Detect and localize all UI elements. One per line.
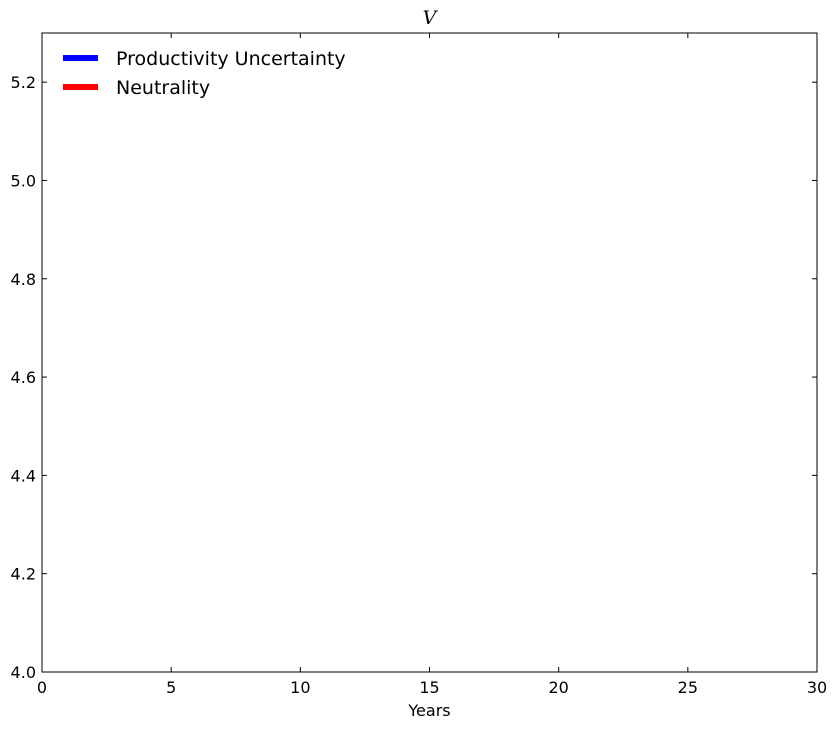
x-tick-label: 25 [678,678,698,697]
y-tick-label: 5.0 [11,171,36,190]
legend: Productivity Uncertainty Neutrality [63,48,346,99]
plot-area-frame [41,32,818,673]
y-tick-label: 4.6 [11,368,36,387]
y-tick-label: 4.4 [11,466,36,485]
x-tick-label: 15 [419,678,439,697]
chart-title: V [423,7,439,29]
y-axis-ticks: 4.0 4.2 4.4 4.6 4.8 5.0 5.2 [11,73,817,682]
y-tick-label: 4.2 [11,565,36,584]
legend-label: Neutrality [116,77,210,99]
legend-label: Productivity Uncertainty [116,48,346,70]
x-axis-label: Years [407,701,450,720]
x-tick-label: 10 [290,678,310,697]
x-tick-label: 30 [807,678,827,697]
x-tick-label: 5 [166,678,176,697]
x-tick-label: 20 [548,678,568,697]
y-tick-label: 5.2 [11,73,36,92]
x-tick-label: 0 [37,678,47,697]
y-tick-label: 4.0 [11,663,36,682]
x-axis-ticks: 0 5 10 15 20 25 30 [37,33,827,697]
y-tick-label: 4.8 [11,270,36,289]
